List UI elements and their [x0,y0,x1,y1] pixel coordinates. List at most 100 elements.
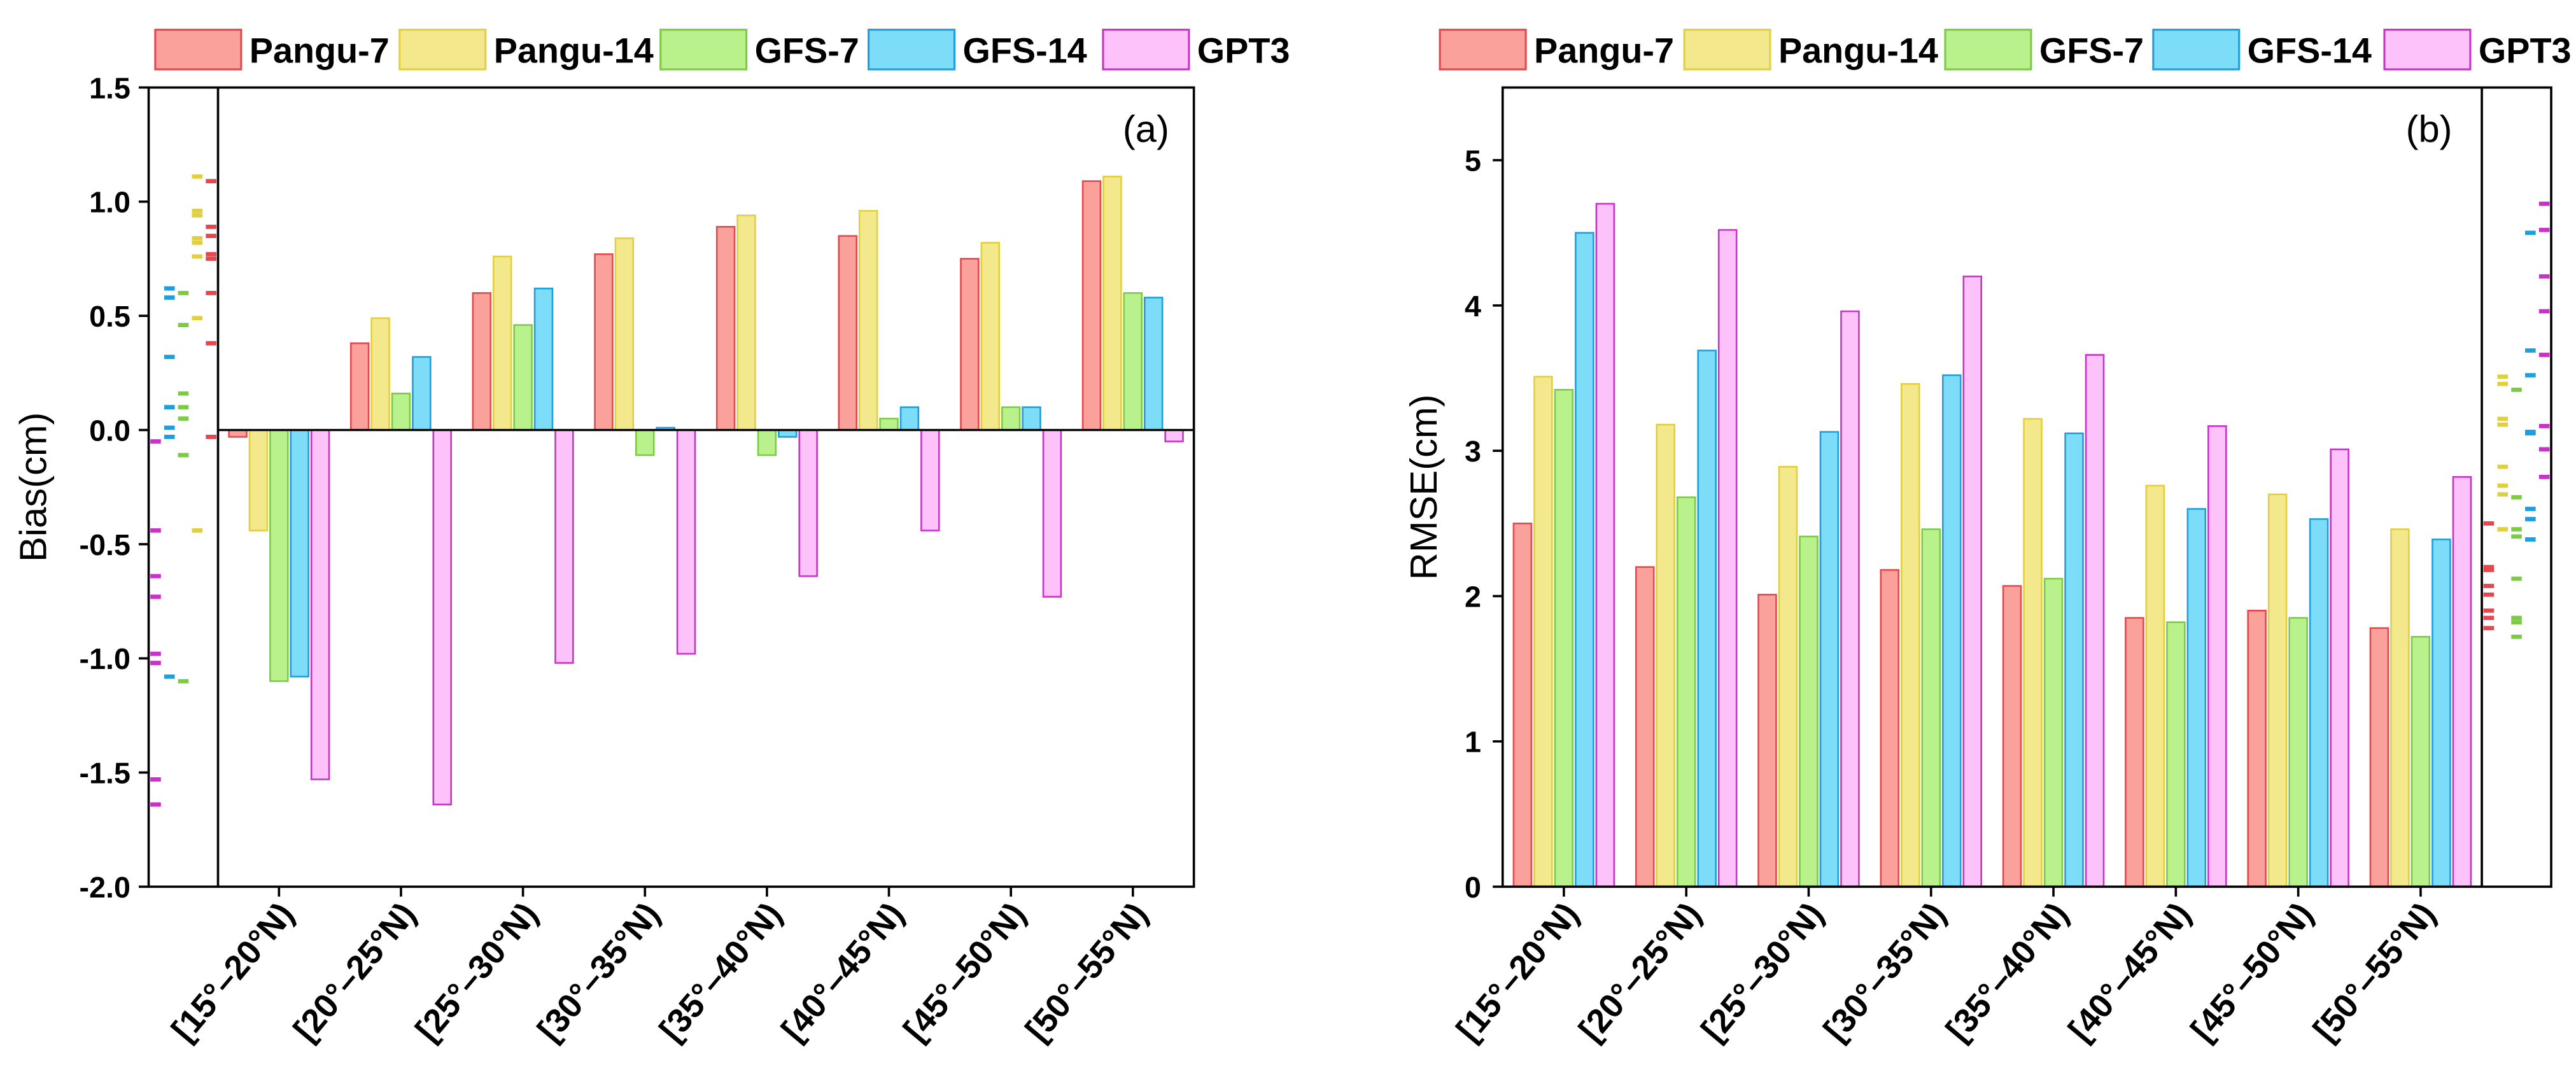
bar-gfs-14 [533,287,554,431]
bar-gfs-14 [2186,508,2207,888]
series-gfs-7 [1554,389,2431,888]
legend-swatch-pangu-7 [1439,29,1527,71]
bar-pangu-14 [1102,176,1122,431]
bar-pangu-14 [980,242,1001,431]
bar-gfs-14 [1143,297,1164,431]
series-pangu-14 [1533,376,2410,888]
bar-gpt3 [2207,425,2227,888]
legend-swatch-gpt3 [1102,29,1190,71]
plot-frame [1501,86,2552,888]
bar-gpt3 [310,429,330,780]
bar-pangu-14 [1533,376,1553,888]
bar-gfs-7 [2411,636,2431,888]
bar-gpt3 [1164,429,1184,442]
bar-pangu-7 [472,292,492,431]
bar-gpt3 [1962,275,1983,888]
bar-gfs-7 [2288,617,2308,888]
legend-label-pangu-14: Pangu-14 [494,31,654,71]
y-tick-label: 0.5 [89,300,130,333]
bar-pangu-14 [2023,418,2043,888]
bar-gfs-7 [513,324,533,431]
y-axis: 1.5 1.0 0.5 0.0 -0.5 -1.0 -1.5 -2.0 Bias(cm) [12,71,149,904]
legend-item-gfs-14: GFS-14 [868,29,1087,71]
bar-pangu-14 [2145,484,2165,888]
bar-gfs-7 [391,392,411,431]
bar-gfs-14 [2432,539,2451,888]
bar-gfs-7 [1554,389,1574,888]
legend-item-gpt3: GPT3 [1102,29,1290,71]
bar-gpt3 [1042,429,1062,598]
bar-gfs-14 [1819,431,1840,888]
legend-item-pangu-7: Pangu-7 [1439,29,1674,71]
legend-swatch-gpt3 [2383,29,2472,71]
legend-item-gpt3: GPT3 [2383,29,2572,71]
bar-gfs-7 [879,418,899,431]
series-gpt3 [1595,202,2472,888]
bar-gfs-14 [1575,232,1594,888]
bars [1512,202,2472,888]
value-rug-panel [2483,201,2550,639]
y-tick-label: -1.0 [80,642,130,675]
y-axis-title: Bias(cm) [12,412,55,562]
legend-item-pangu-14: Pangu-14 [398,29,654,71]
bar-gfs-14 [1941,374,1962,888]
bar-pangu-7 [2125,617,2144,888]
bar-pangu-7 [1081,180,1102,431]
y-axis-title: RMSE(cm) [1402,394,1445,580]
y-tick-label: 4 [1465,290,1481,323]
bar-pangu-7 [960,258,980,431]
bar-pangu-14 [858,209,878,431]
bar-pangu-7 [1512,523,1533,888]
bar-gfs-14 [290,429,309,678]
bar-gfs-7 [757,429,777,456]
series-gpt3 [310,429,1184,806]
legend-item-gfs-7: GFS-7 [1944,29,2144,71]
bar-pangu-7 [1757,593,1777,888]
plot-frame [147,86,1195,888]
bars [228,176,1184,806]
legend-label-gfs-7: GFS-7 [2039,31,2144,71]
bar-pangu-7 [2002,585,2022,888]
bar-gfs-7 [2043,577,2064,888]
bar-pangu-7 [2369,627,2389,888]
bar-gpt3 [676,429,696,655]
legend-label-gpt3: GPT3 [2479,31,2572,71]
bar-pangu-14 [736,215,756,431]
series-pangu-7 [228,180,1102,438]
y-tick-label: -2.0 [80,871,130,904]
y-axis: 0 1 2 3 4 5 RMSE(cm) [1402,144,1503,904]
legend-swatch-gfs-14 [868,29,956,71]
bar-gpt3 [2330,448,2349,888]
bar-gfs-14 [412,356,432,431]
bar-pangu-7 [2247,610,2267,888]
legend-swatch-gfs-7 [659,29,748,71]
bar-gfs-14 [899,406,920,431]
bar-gfs-7 [2166,621,2186,888]
bar-gpt3 [554,429,574,664]
bar-pangu-14 [248,429,269,531]
bar-gfs-7 [269,429,289,682]
legend: Pangu-7 Pangu-14 GFS-7 GFS-14 GPT3 [1439,29,2572,71]
bar-pangu-14 [370,317,390,431]
bar-gfs-14 [1697,349,1717,888]
bar-pangu-14 [1900,383,1920,888]
bar-pangu-14 [492,255,512,431]
y-tick-label: 5 [1465,144,1481,177]
bar-gpt3 [1717,229,1738,888]
legend-swatch-pangu-14 [1683,29,1771,71]
bar-gfs-7 [635,429,655,456]
bar-gfs-7 [1001,406,1021,431]
bar-gfs-7 [1676,496,1696,888]
legend-label-gfs-7: GFS-7 [755,31,859,71]
legend-item-gfs-7: GFS-7 [659,29,859,71]
legend-swatch-gfs-7 [1944,29,2032,71]
y-tick-label: 2 [1465,580,1481,613]
bar-pangu-14 [2267,493,2288,888]
panel-label: (b) [2406,108,2453,150]
legend-label-gpt3: GPT3 [1197,31,1290,71]
y-tick-label: -1.5 [80,757,130,790]
legend-swatch-pangu-7 [154,29,243,71]
bar-pangu-14 [2390,528,2410,888]
panel-label: (a) [1123,108,1169,150]
y-tick-label: 0 [1465,871,1481,904]
